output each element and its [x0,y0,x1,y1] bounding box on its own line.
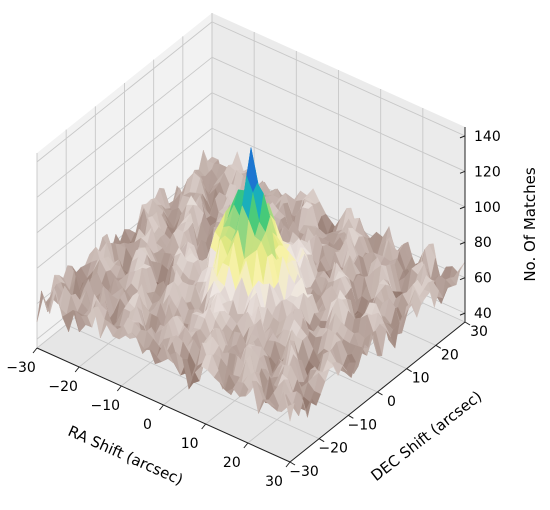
y-tick-mark [406,368,412,373]
gridline-z-right [211,56,466,172]
gridline-z-right [211,21,466,137]
x-tick-mark [74,366,80,373]
y-tick-mark [318,438,325,443]
x-axis-label: RA Shift (arcsec) [65,422,186,489]
x-tick-label: −30 [6,360,36,376]
x-tick-mark [32,347,38,354]
x-tick-label: −10 [91,398,121,414]
y-tick-mark [289,461,296,466]
z-tick-mark [459,206,466,210]
z-tick-label: 80 [474,235,492,251]
y-tick-mark [435,344,442,349]
z-tick-mark [459,135,466,139]
z-tick-mark [459,170,466,174]
z-axis-label: No. Of Matches [521,167,539,282]
y-tick-label: −20 [318,441,348,457]
x-tick-label: 30 [265,474,283,490]
x-tick-mark [243,442,249,449]
z-tick-label: 60 [474,271,492,287]
z-tick-mark [459,241,466,245]
gridline-z-left [36,21,213,163]
y-tick-label: 30 [470,324,488,340]
y-tick-mark [348,414,354,419]
y-tick-label: 20 [441,347,459,363]
y-tick-label: 10 [412,371,430,387]
gridline-z-left [36,127,213,269]
z-tick-label: 140 [474,129,501,145]
x-tick-label: 20 [223,455,241,471]
z-tick-mark [459,277,466,281]
surface-mesh [36,147,466,422]
y-tick-label: 0 [387,394,396,410]
x-tick-mark [201,423,207,430]
x-tick-mark [285,461,291,468]
gridline-z-right [211,127,466,243]
y-tick-mark [377,391,383,396]
x-tick-label: 10 [181,436,199,452]
x-tick-mark [159,404,164,411]
z-tick-label: 120 [474,164,501,180]
x-tick-label: −20 [48,379,78,395]
x-tick-mark [116,385,122,392]
gridline-z-right [211,92,466,208]
gridline-z-left [36,92,213,234]
y-axis-label: DEC Shift (arcsec) [368,387,486,485]
gridline-z-left [36,56,213,198]
y-tick-label: −10 [348,417,378,433]
surface-facet [283,390,295,422]
tick-labels: −30−20−100102030−30−20−10010203040608010… [6,129,501,490]
y-tick-mark [464,321,471,326]
y-tick-label: −30 [289,464,319,480]
z-tick-label: 40 [474,306,492,322]
z-tick-mark [459,312,466,316]
z-tick-label: 100 [474,200,501,216]
x-tick-label: 0 [143,417,152,433]
